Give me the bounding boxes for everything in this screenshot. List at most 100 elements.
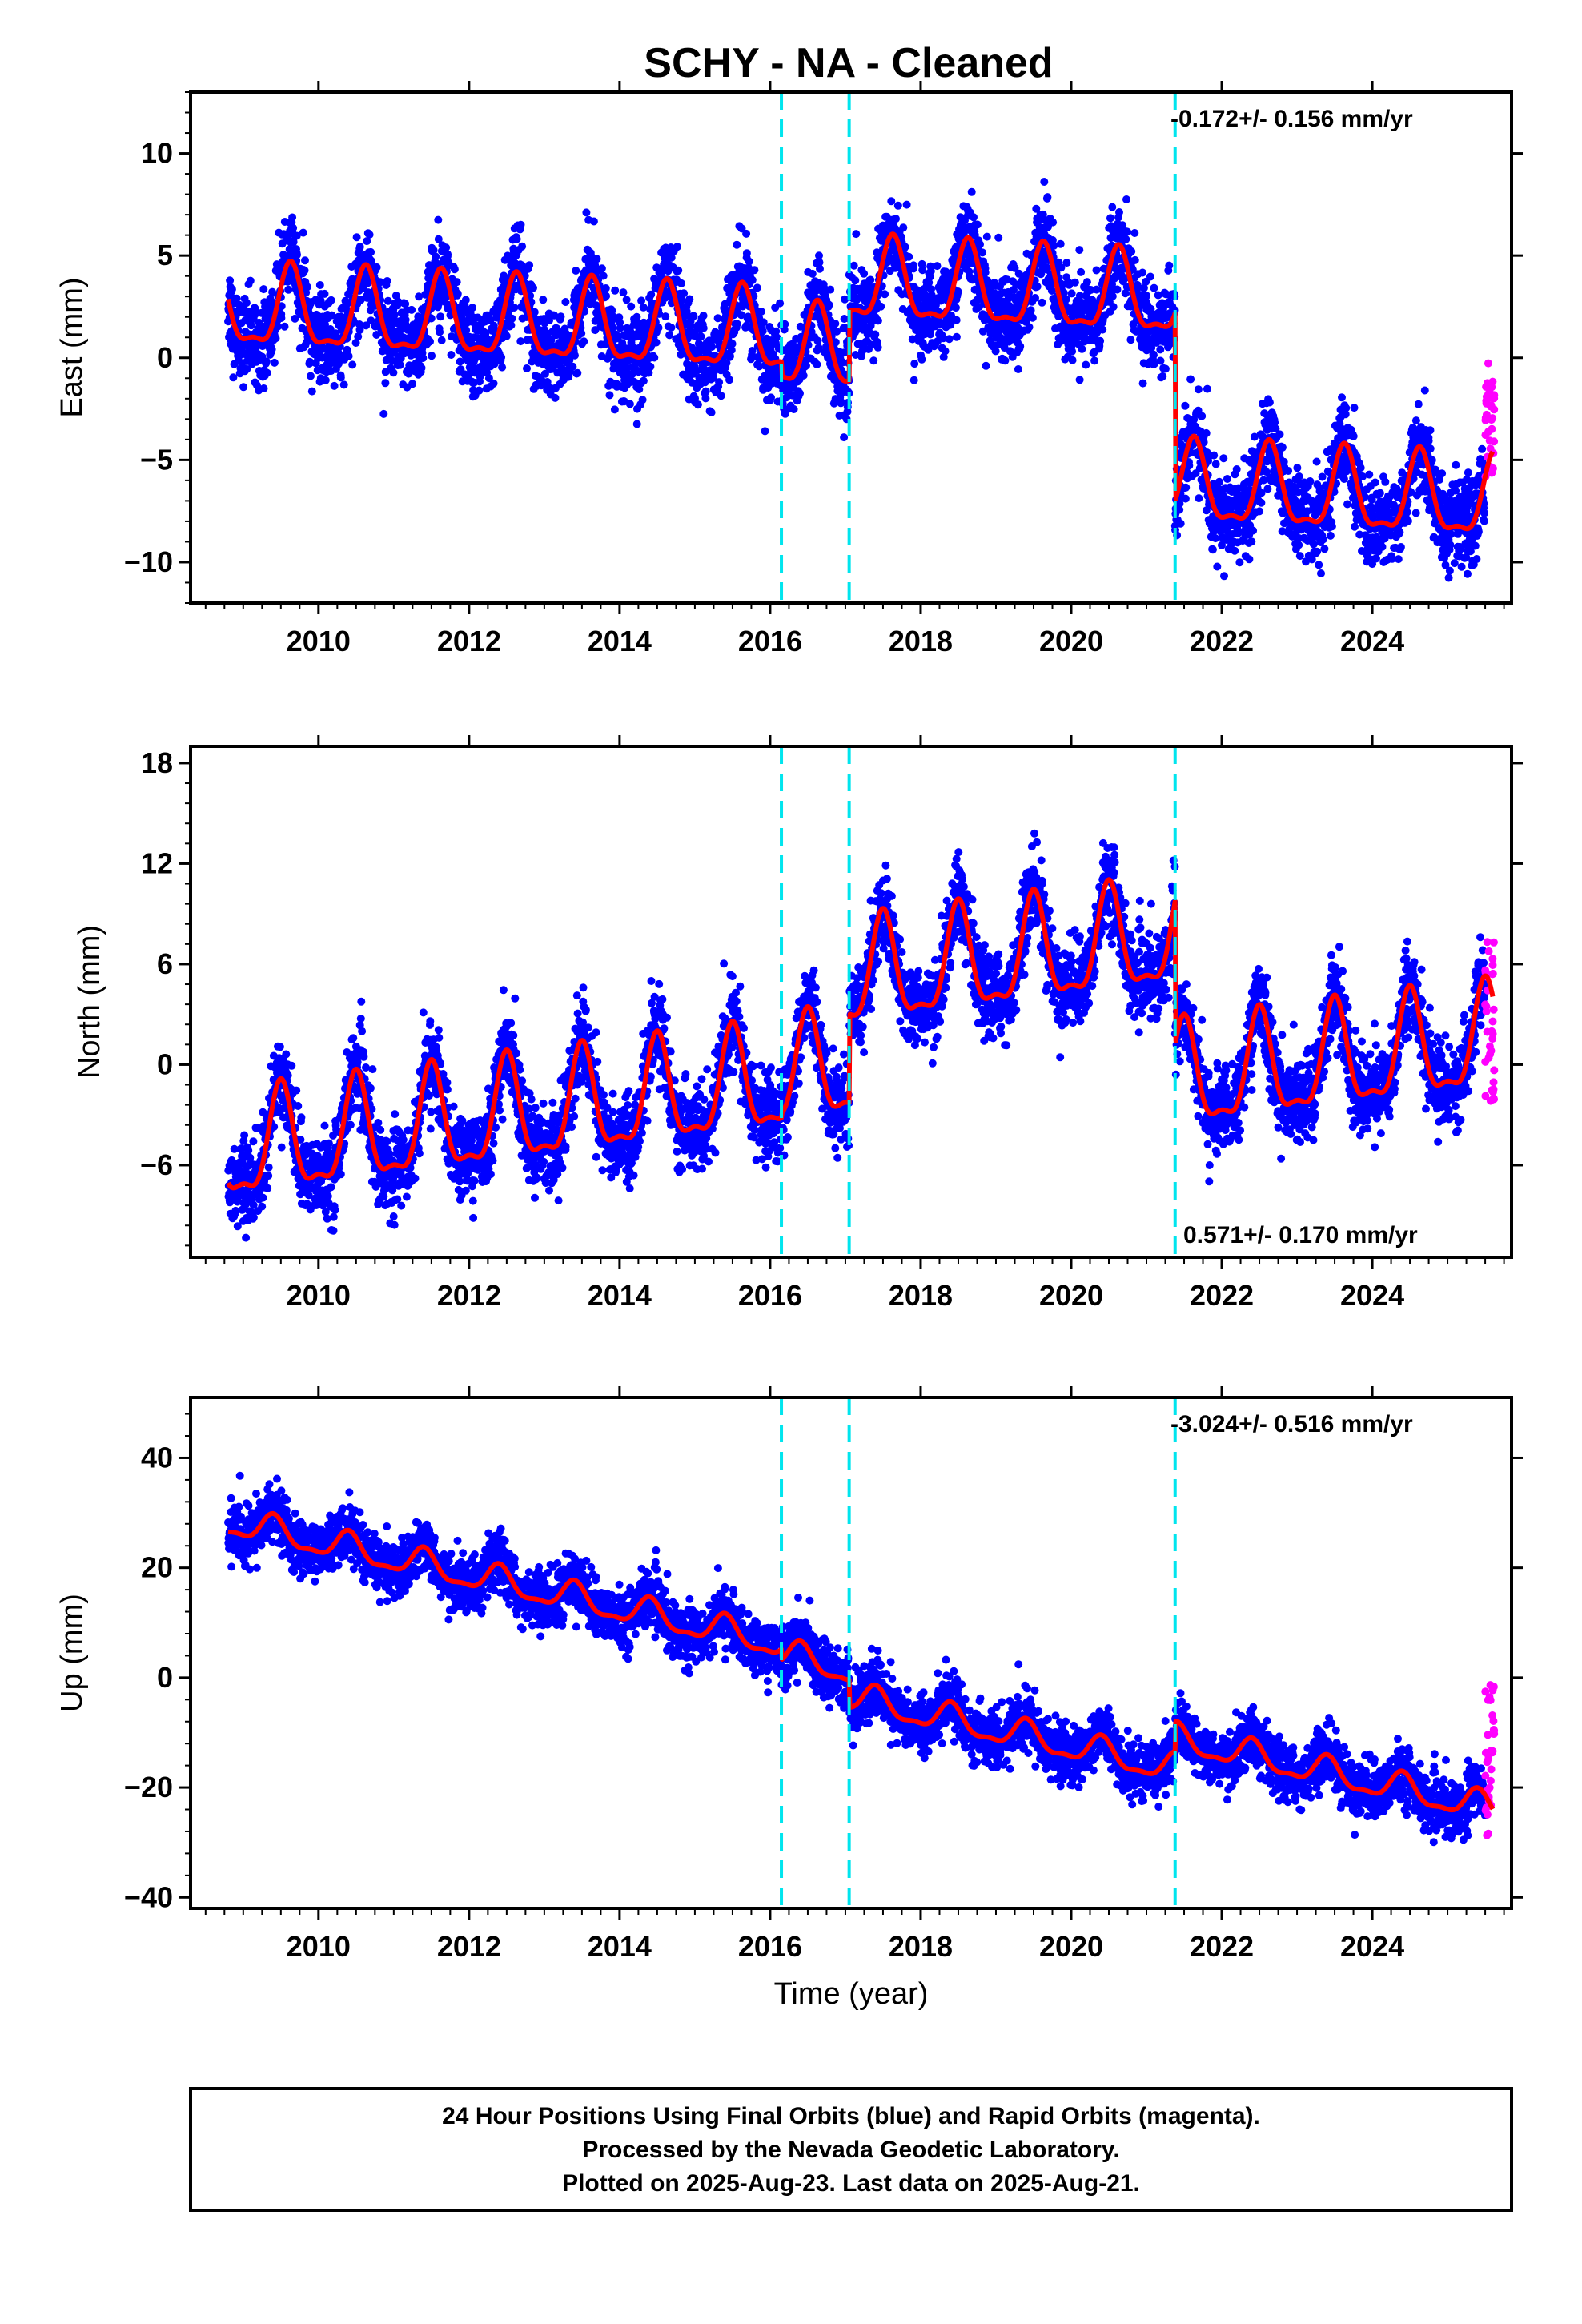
final-orbit-point bbox=[982, 361, 990, 370]
final-orbit-point bbox=[951, 304, 960, 312]
final-orbit-point bbox=[917, 355, 926, 364]
final-orbit-point bbox=[1235, 558, 1244, 567]
final-orbit-point bbox=[1068, 347, 1077, 356]
final-orbit-point bbox=[530, 308, 539, 316]
final-orbit-point bbox=[1371, 478, 1379, 487]
final-orbit-point bbox=[580, 337, 588, 346]
final-orbit-point bbox=[826, 285, 835, 294]
final-orbit-point bbox=[523, 364, 531, 372]
final-orbit-point bbox=[408, 380, 417, 388]
final-orbit-point bbox=[271, 334, 280, 343]
final-orbit-point bbox=[713, 314, 722, 323]
final-orbit-point bbox=[512, 235, 521, 243]
final-orbit-point bbox=[799, 371, 808, 380]
final-orbit-point bbox=[344, 352, 353, 360]
final-orbit-point bbox=[753, 283, 761, 292]
final-orbit-point bbox=[259, 285, 268, 294]
final-orbit-point bbox=[336, 373, 345, 382]
final-orbit-point bbox=[1158, 372, 1167, 380]
final-orbit-point bbox=[733, 240, 741, 249]
final-orbit-point bbox=[1156, 356, 1165, 365]
final-orbit-point bbox=[1208, 545, 1217, 554]
final-orbit-point bbox=[1211, 534, 1220, 543]
final-orbit-point bbox=[444, 250, 452, 259]
final-orbit-point bbox=[1031, 294, 1039, 302]
final-orbit-point bbox=[667, 324, 676, 332]
final-orbit-point bbox=[289, 223, 298, 232]
final-orbit-point bbox=[1351, 522, 1359, 531]
final-orbit-point bbox=[262, 357, 271, 366]
final-orbit-point bbox=[851, 276, 860, 285]
final-orbit-point bbox=[1025, 323, 1034, 332]
final-orbit-point bbox=[1130, 255, 1139, 264]
final-orbit-point bbox=[436, 312, 445, 321]
final-orbit-point bbox=[352, 233, 361, 242]
final-orbit-point bbox=[1326, 531, 1335, 540]
final-orbit-point bbox=[1001, 356, 1010, 365]
final-orbit-point bbox=[1338, 393, 1346, 402]
final-orbit-point bbox=[408, 305, 416, 314]
final-orbit-point bbox=[597, 264, 606, 273]
final-orbit-point bbox=[303, 283, 311, 292]
final-orbit-point bbox=[1096, 336, 1105, 345]
final-orbit-point bbox=[273, 322, 282, 331]
final-orbit-point bbox=[229, 373, 238, 382]
final-orbit-point bbox=[1014, 365, 1022, 373]
final-orbit-point bbox=[419, 354, 428, 362]
final-orbit-point bbox=[589, 217, 598, 226]
final-orbit-point bbox=[833, 327, 841, 336]
final-orbit-point bbox=[599, 271, 608, 280]
final-orbit-point bbox=[518, 242, 527, 251]
final-orbit-point bbox=[1130, 229, 1139, 237]
final-orbit-point bbox=[280, 322, 289, 331]
final-orbit-point bbox=[860, 269, 869, 278]
final-orbit-point bbox=[750, 266, 759, 275]
final-orbit-point bbox=[1372, 554, 1380, 563]
final-orbit-point bbox=[396, 360, 404, 369]
final-orbit-point bbox=[652, 338, 661, 347]
final-orbit-point bbox=[288, 213, 297, 222]
final-orbit-point bbox=[299, 228, 307, 237]
final-orbit-point bbox=[627, 302, 636, 311]
final-orbit-point bbox=[1122, 235, 1130, 243]
final-orbit-point bbox=[247, 321, 255, 330]
final-orbit-point bbox=[355, 243, 364, 251]
final-orbit-point bbox=[475, 386, 484, 395]
final-orbit-point bbox=[673, 243, 681, 251]
final-orbit-point bbox=[1220, 572, 1228, 581]
final-orbit-point bbox=[335, 359, 343, 368]
final-orbit-point bbox=[909, 261, 918, 270]
final-orbit-point bbox=[452, 278, 461, 287]
final-orbit-point bbox=[616, 324, 624, 332]
final-orbit-point bbox=[1356, 464, 1365, 472]
final-orbit-point bbox=[321, 320, 329, 328]
final-orbit-point bbox=[1247, 537, 1256, 546]
final-orbit-point bbox=[1313, 547, 1322, 556]
final-orbit-point bbox=[391, 292, 400, 300]
final-orbit-point bbox=[1026, 306, 1035, 315]
final-orbit-point bbox=[327, 311, 336, 320]
final-orbit-point bbox=[941, 347, 950, 356]
final-orbit-point bbox=[1043, 193, 1052, 202]
final-orbit-point bbox=[1202, 428, 1211, 437]
final-orbit-point bbox=[831, 320, 840, 328]
final-orbit-point bbox=[873, 316, 882, 325]
final-orbit-point bbox=[315, 281, 324, 289]
final-orbit-point bbox=[926, 267, 935, 275]
final-orbit-point bbox=[877, 302, 885, 311]
final-orbit-point bbox=[242, 299, 251, 308]
final-orbit-point bbox=[1319, 535, 1327, 544]
final-orbit-point bbox=[1342, 404, 1351, 412]
final-orbit-point bbox=[372, 331, 381, 339]
final-orbit-point bbox=[321, 376, 330, 384]
final-orbit-point bbox=[1098, 325, 1107, 334]
final-orbit-point bbox=[447, 351, 456, 359]
final-orbit-point bbox=[761, 427, 769, 436]
final-orbit-point bbox=[568, 362, 577, 371]
final-orbit-point bbox=[573, 368, 582, 377]
final-orbit-point bbox=[1257, 498, 1266, 507]
final-orbit-point bbox=[339, 380, 348, 389]
final-orbit-point bbox=[1195, 494, 1203, 503]
final-orbit-point bbox=[547, 336, 556, 344]
